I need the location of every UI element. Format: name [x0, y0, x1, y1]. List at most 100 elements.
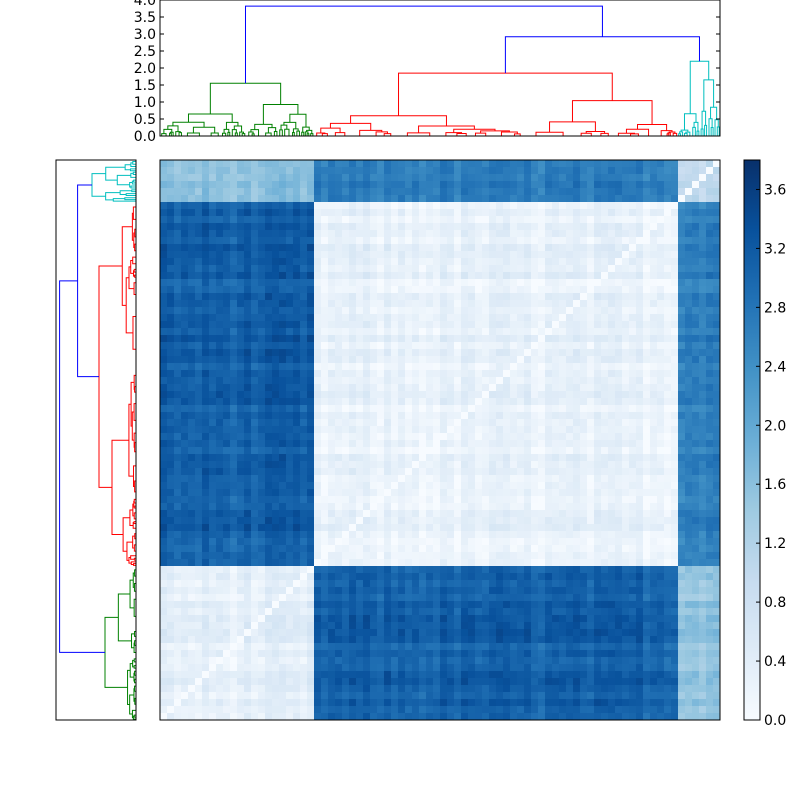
heatmap-cell: [559, 384, 567, 392]
heatmap-cell: [391, 524, 399, 532]
heatmap-cell: [433, 335, 441, 343]
heatmap-cell: [510, 321, 518, 329]
heatmap-cell: [391, 293, 399, 301]
heatmap-cell: [321, 272, 329, 280]
heatmap-cell: [468, 335, 476, 343]
heatmap-cell: [202, 538, 210, 546]
heatmap-cell: [230, 538, 238, 546]
heatmap-cell: [342, 447, 350, 455]
heatmap-cell: [622, 272, 630, 280]
heatmap-cell: [335, 300, 343, 308]
heatmap-cell: [440, 300, 448, 308]
dendrogram-link: [133, 374, 136, 390]
heatmap-cell: [475, 440, 483, 448]
heatmap-cell: [370, 258, 378, 266]
heatmap-cell: [356, 167, 364, 175]
heatmap-cell: [328, 559, 336, 567]
heatmap-cell: [244, 475, 252, 483]
heatmap-cell: [517, 174, 525, 182]
heatmap-cell: [433, 552, 441, 560]
heatmap-cell: [216, 321, 224, 329]
heatmap-cell: [622, 370, 630, 378]
heatmap-cell: [342, 237, 350, 245]
heatmap-cell: [545, 174, 553, 182]
heatmap-cell: [335, 531, 343, 539]
heatmap-cell: [671, 398, 679, 406]
heatmap-cell: [699, 251, 707, 259]
dendrogram-link: [131, 411, 135, 441]
heatmap-cell: [293, 566, 301, 574]
heatmap-cell: [594, 216, 602, 224]
heatmap-cell: [419, 398, 427, 406]
heatmap-cell: [286, 265, 294, 273]
heatmap-cell: [685, 328, 693, 336]
heatmap-cell: [202, 405, 210, 413]
heatmap-cell: [468, 433, 476, 441]
heatmap-cell: [167, 314, 175, 322]
heatmap-cell: [244, 272, 252, 280]
heatmap-cell: [174, 342, 182, 350]
heatmap-cell: [209, 321, 217, 329]
heatmap-cell: [692, 517, 700, 525]
heatmap-cell: [475, 377, 483, 385]
heatmap-cell: [559, 566, 567, 574]
heatmap-cell: [314, 160, 322, 168]
heatmap-cell: [328, 195, 336, 203]
heatmap-cell: [629, 328, 637, 336]
heatmap-cell: [258, 552, 266, 560]
dendrogram-link: [296, 130, 300, 136]
heatmap-cell: [461, 552, 469, 560]
heatmap-cell: [580, 181, 588, 189]
heatmap-cell: [188, 531, 196, 539]
heatmap-cell: [489, 174, 497, 182]
heatmap-cell: [244, 258, 252, 266]
heatmap-cell: [447, 545, 455, 553]
heatmap-cell: [629, 286, 637, 294]
heatmap-cell: [356, 230, 364, 238]
heatmap-cell: [335, 293, 343, 301]
heatmap-cell: [713, 524, 721, 532]
heatmap-cell: [272, 363, 280, 371]
heatmap-cell: [636, 160, 644, 168]
heatmap-cell: [307, 279, 315, 287]
heatmap-cell: [370, 552, 378, 560]
heatmap-cell: [615, 314, 623, 322]
heatmap-cell: [608, 524, 616, 532]
heatmap-cell: [209, 195, 217, 203]
heatmap-cell: [643, 503, 651, 511]
heatmap-cell: [664, 314, 672, 322]
dendrogram-link: [124, 164, 131, 171]
heatmap-cell: [566, 300, 574, 308]
heatmap-cell: [447, 244, 455, 252]
heatmap-cell: [426, 363, 434, 371]
heatmap-cell: [300, 258, 308, 266]
heatmap-cell: [321, 195, 329, 203]
heatmap-cell: [363, 244, 371, 252]
heatmap-cell: [685, 342, 693, 350]
heatmap-cell: [272, 468, 280, 476]
heatmap-cell: [433, 328, 441, 336]
heatmap-cell: [363, 468, 371, 476]
heatmap-cell: [664, 440, 672, 448]
heatmap-cell: [216, 559, 224, 567]
heatmap-cell: [664, 559, 672, 567]
dendrogram-link: [234, 132, 238, 136]
heatmap-cell: [335, 370, 343, 378]
heatmap-cell: [349, 559, 357, 567]
heatmap-cell: [321, 524, 329, 532]
heatmap-cell: [279, 195, 287, 203]
heatmap-cell: [384, 209, 392, 217]
heatmap-cell: [188, 447, 196, 455]
heatmap-cell: [615, 349, 623, 357]
heatmap-cell: [349, 216, 357, 224]
heatmap-cell: [482, 230, 490, 238]
heatmap-cell: [356, 566, 364, 574]
heatmap-cell: [188, 244, 196, 252]
heatmap-cell: [643, 510, 651, 518]
heatmap-cell: [384, 559, 392, 567]
heatmap-cell: [300, 545, 308, 553]
heatmap-cell: [496, 349, 504, 357]
heatmap-cell: [286, 489, 294, 497]
heatmap-cell: [426, 447, 434, 455]
heatmap-cell: [475, 475, 483, 483]
